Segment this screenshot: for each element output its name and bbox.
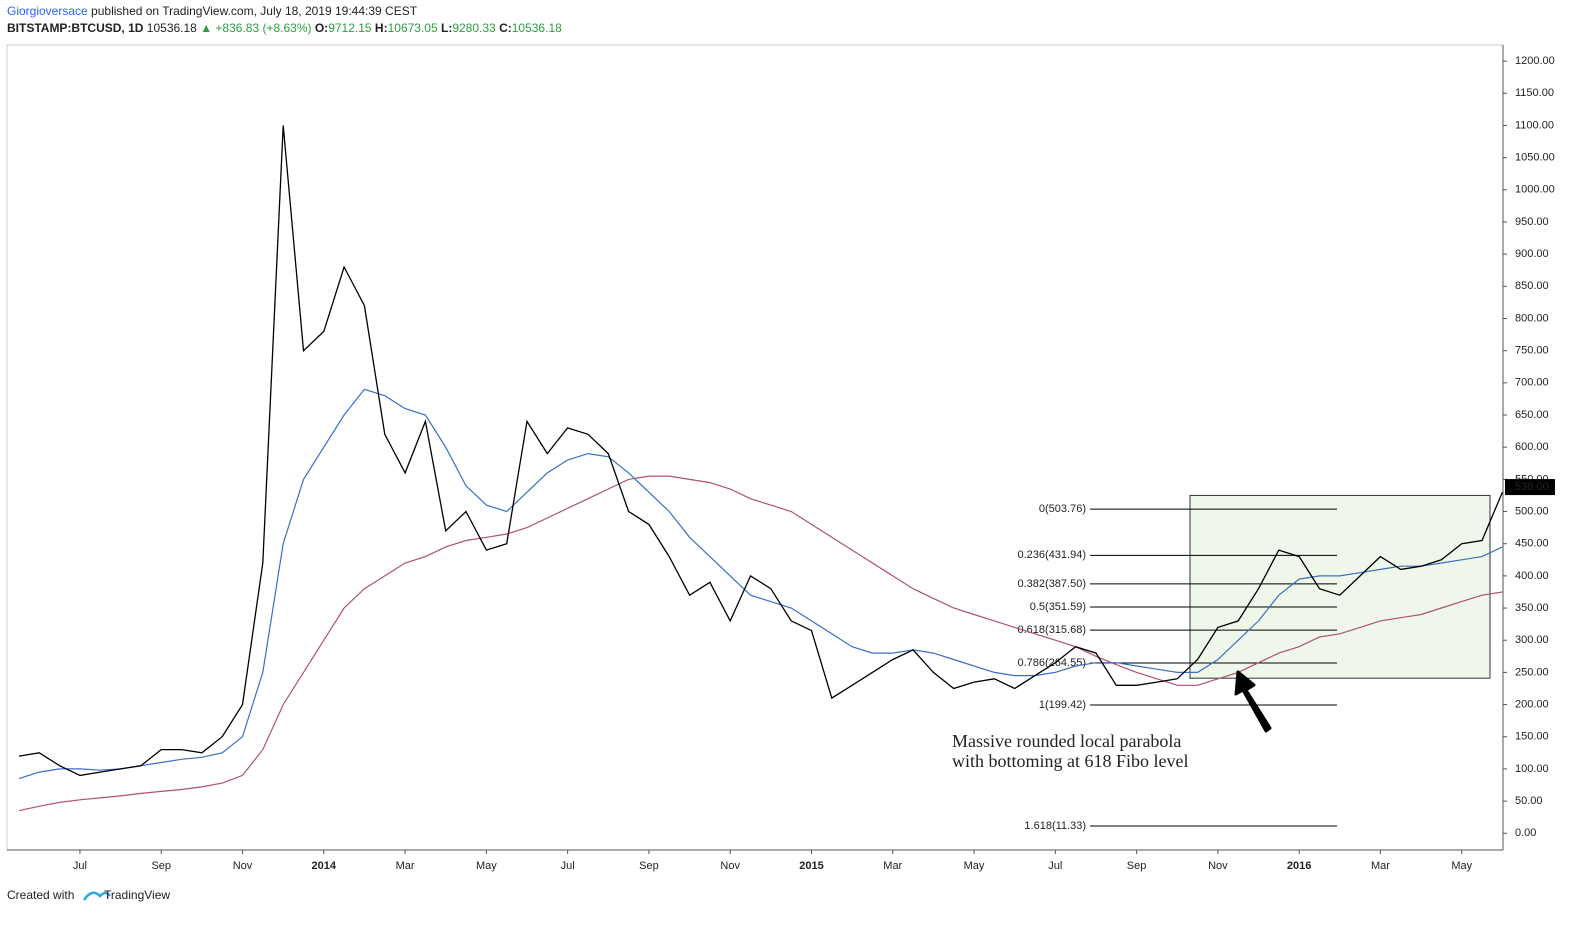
high-label: H: (375, 21, 388, 35)
y-tick-label: 1200.00 (1515, 55, 1555, 67)
x-tick-label: Mar (396, 860, 415, 872)
x-tick-label: 2016 (1287, 860, 1311, 872)
plot-frame (6, 44, 1504, 851)
footer-created: Created with (7, 888, 74, 902)
x-tick-label: May (1451, 860, 1472, 872)
fib-label: 0(503.76) (1039, 503, 1086, 515)
x-tick-label: Nov (233, 860, 253, 872)
y-tick-label: 100.00 (1515, 763, 1549, 775)
y-tick-label: 200.00 (1515, 698, 1549, 710)
y-tick-label: 150.00 (1515, 731, 1549, 743)
fib-label: 0.618(315.68) (1018, 624, 1087, 636)
x-tick-label: 2014 (312, 860, 337, 872)
fib-label: 0.382(387.50) (1018, 578, 1087, 590)
fib-label: 0.5(351.59) (1030, 601, 1086, 613)
series-line (18, 388, 1503, 780)
last-price-box (1505, 479, 1555, 496)
footer-brand[interactable]: TradingView (104, 888, 170, 902)
x-tick-label: Sep (639, 860, 659, 872)
open: 9712.15 (328, 21, 372, 35)
published: published on TradingView.com, July 18, 2… (91, 4, 418, 18)
y-tick-label: 300.00 (1515, 634, 1549, 646)
symbol: BITSTAMP:BTCUSD, 1D (7, 21, 144, 35)
y-tick-label: 250.00 (1515, 666, 1549, 678)
symbol-line: BITSTAMP:BTCUSD, 1D 10536.18 ▲ +836.83 (… (7, 21, 562, 35)
open-label: O: (315, 21, 328, 35)
x-tick-label: Mar (1371, 860, 1390, 872)
x-tick-label: Nov (720, 860, 740, 872)
x-tick-label: Jul (1048, 860, 1062, 872)
y-tick-label: 400.00 (1515, 570, 1549, 582)
y-tick-label: 700.00 (1515, 377, 1549, 389)
x-tick-label: Mar (883, 860, 902, 872)
y-tick-label: 450.00 (1515, 538, 1549, 550)
close: 10536.18 (512, 21, 562, 35)
y-tick-label: 750.00 (1515, 345, 1549, 357)
fib-box (1189, 494, 1491, 679)
y-tick-label: 950.00 (1515, 216, 1549, 228)
change: ▲ (200, 21, 215, 35)
marks: 0(503.76) 0.236(431.94) 0.382(387.50) 0.5(3… (18, 125, 1503, 832)
logo (82, 891, 112, 901)
y-tick-label: 800.00 (1515, 312, 1549, 324)
x-tick-label: Nov (1208, 860, 1228, 872)
series-line (18, 475, 1503, 812)
arrow (1234, 670, 1272, 733)
x-tick-label: Sep (151, 860, 171, 872)
fib-label: 1(199.42) (1039, 699, 1086, 711)
y-tick-label: 1150.00 (1515, 87, 1554, 99)
y-tick-label: 0.00 (1515, 827, 1536, 839)
annotation: Massive rounded local parabola (952, 731, 1181, 751)
x-tick-label: Jul (561, 860, 575, 872)
fib-label: 0.786(264.55) (1018, 657, 1087, 669)
high: 10673.05 (388, 21, 438, 35)
y-tick-label: 850.00 (1515, 280, 1549, 292)
x-tick-label: 2015 (799, 860, 823, 872)
y-tick-label: 650.00 (1515, 409, 1549, 421)
x-tick-label: Jul (73, 860, 87, 872)
y-tick-label: 350.00 (1515, 602, 1549, 614)
y-tick-label: 1000.00 (1515, 184, 1555, 196)
last-price-label: 538.00 (1515, 481, 1549, 493)
y-tick-label: 900.00 (1515, 248, 1549, 260)
x-tick-label: May (964, 860, 985, 872)
series-line (18, 125, 1503, 777)
x-tick-label: Sep (1127, 860, 1147, 872)
y-tick-label: 1050.00 (1515, 152, 1555, 164)
y-tick-label: 500.00 (1515, 505, 1549, 517)
last: 10536.18 (147, 21, 197, 35)
low: 9280.33 (452, 21, 496, 35)
annotation: with bottoming at 618 Fibo level (952, 751, 1189, 771)
change-value: +836.83 (+8.63%) (215, 21, 311, 35)
y-tick-label: 1100.00 (1515, 119, 1554, 131)
fib-label: 0.236(431.94) (1018, 549, 1087, 561)
low-label: L: (441, 21, 452, 35)
author[interactable]: Giorgioversace (7, 4, 88, 18)
header-line: Giorgioversace published on TradingView.… (7, 4, 418, 18)
y-tick-label: 50.00 (1515, 795, 1543, 807)
fib-label: 1.618(11.33) (1024, 820, 1086, 832)
x-tick-label: May (476, 860, 497, 872)
close-label: C: (499, 21, 512, 35)
y-tick-label: 600.00 (1515, 441, 1549, 453)
